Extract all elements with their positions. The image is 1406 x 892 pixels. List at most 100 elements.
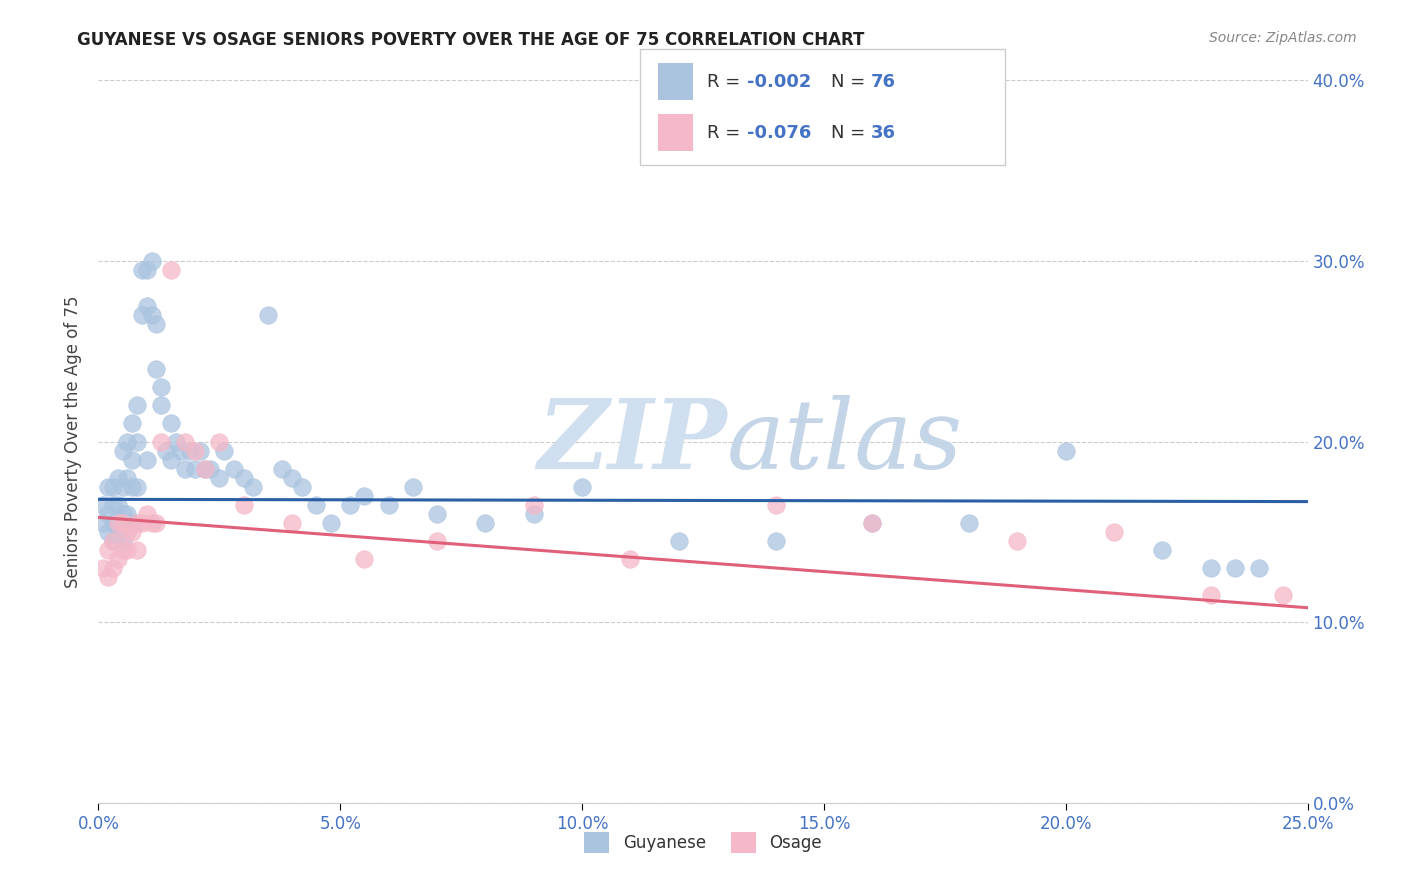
Point — [1272, 588, 1295, 602]
Point — [169, 443, 191, 458]
Point — [160, 452, 183, 467]
Point — [860, 516, 883, 530]
Point — [1152, 542, 1174, 557]
Point — [184, 443, 207, 458]
Y-axis label: Seniors Poverty Over the Age of 75: Seniors Poverty Over the Age of 75 — [65, 295, 83, 588]
Point — [101, 533, 124, 548]
Point — [107, 552, 129, 566]
Point — [242, 480, 264, 494]
Point — [1054, 443, 1077, 458]
Point — [107, 516, 129, 530]
Text: N =: N = — [831, 124, 870, 142]
Point — [619, 552, 641, 566]
Point — [160, 417, 183, 431]
Point — [135, 452, 157, 467]
Point — [135, 507, 157, 521]
Point — [765, 498, 787, 512]
Point — [523, 507, 546, 521]
Point — [232, 471, 254, 485]
Point — [145, 362, 167, 376]
Point — [131, 308, 153, 322]
Point — [111, 542, 134, 557]
Point — [121, 480, 143, 494]
Point — [101, 498, 124, 512]
Point — [101, 516, 124, 530]
Point — [188, 443, 211, 458]
Point — [107, 471, 129, 485]
Point — [101, 561, 124, 575]
Point — [1007, 533, 1029, 548]
Point — [121, 516, 143, 530]
Point — [184, 461, 207, 475]
Point — [117, 434, 139, 449]
Point — [97, 524, 120, 539]
Point — [117, 507, 139, 521]
Text: Source: ZipAtlas.com: Source: ZipAtlas.com — [1209, 31, 1357, 45]
Legend: Guyanese, Osage: Guyanese, Osage — [578, 826, 828, 860]
Point — [145, 516, 167, 530]
Text: -0.002: -0.002 — [747, 72, 811, 90]
Point — [1199, 561, 1222, 575]
Point — [145, 317, 167, 331]
Point — [194, 461, 217, 475]
Point — [194, 461, 217, 475]
Point — [1249, 561, 1271, 575]
Point — [1102, 524, 1125, 539]
Text: ZIP: ZIP — [537, 394, 727, 489]
Point — [127, 480, 149, 494]
Point — [290, 480, 312, 494]
Point — [107, 524, 129, 539]
Point — [1199, 588, 1222, 602]
Point — [339, 498, 361, 512]
Point — [256, 308, 278, 322]
Point — [127, 516, 149, 530]
Point — [101, 480, 124, 494]
Point — [150, 434, 173, 449]
Text: -0.076: -0.076 — [747, 124, 811, 142]
Point — [131, 263, 153, 277]
Point — [426, 507, 449, 521]
Point — [127, 434, 149, 449]
Point — [523, 498, 546, 512]
Point — [121, 452, 143, 467]
Point — [97, 480, 120, 494]
Point — [111, 480, 134, 494]
Point — [91, 498, 114, 512]
Point — [135, 299, 157, 313]
Text: 76: 76 — [870, 72, 896, 90]
Point — [353, 552, 375, 566]
Point — [198, 461, 221, 475]
Point — [319, 516, 342, 530]
Point — [165, 434, 187, 449]
Point — [97, 542, 120, 557]
Text: R =: R = — [707, 72, 747, 90]
Point — [117, 542, 139, 557]
Point — [127, 398, 149, 412]
Point — [107, 498, 129, 512]
Point — [150, 398, 173, 412]
Text: R =: R = — [707, 124, 747, 142]
Point — [141, 516, 163, 530]
Point — [97, 570, 120, 584]
Point — [281, 516, 304, 530]
Point — [111, 516, 134, 530]
Point — [117, 524, 139, 539]
Point — [91, 516, 114, 530]
Point — [402, 480, 425, 494]
Point — [150, 380, 173, 394]
Point — [174, 461, 197, 475]
Point — [860, 516, 883, 530]
Point — [212, 443, 235, 458]
Text: N =: N = — [831, 72, 870, 90]
Point — [111, 533, 134, 548]
Point — [111, 507, 134, 521]
Point — [174, 434, 197, 449]
Point — [668, 533, 690, 548]
Text: atlas: atlas — [727, 394, 963, 489]
Point — [131, 516, 153, 530]
Text: 36: 36 — [870, 124, 896, 142]
Point — [353, 489, 375, 503]
Point — [208, 434, 231, 449]
Point — [765, 533, 787, 548]
Point — [208, 471, 231, 485]
